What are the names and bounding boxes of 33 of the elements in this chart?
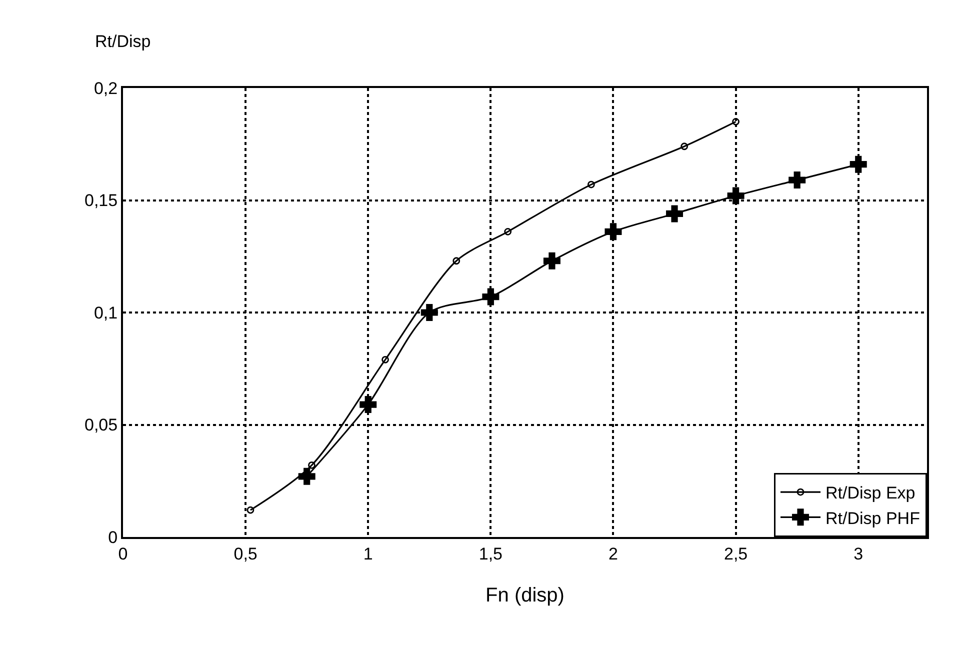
point [246, 506, 254, 514]
x-tick-label: 1 [363, 544, 373, 564]
point [298, 468, 316, 485]
point [360, 396, 377, 414]
point [850, 156, 867, 173]
point [732, 118, 740, 126]
x-tick-label: 2,5 [724, 544, 748, 564]
y-tick-label: 0,15 [84, 191, 118, 210]
y-tick-label: 0,1 [94, 303, 118, 322]
point [308, 461, 316, 469]
y-tick-label: 0,05 [84, 416, 118, 435]
legend-label: Rt/Disp Exp [826, 484, 916, 503]
point [788, 172, 806, 189]
x-tick-label: 2 [608, 544, 618, 564]
x-tick-label: 0,5 [234, 544, 258, 564]
y-tick-label: 0 [108, 528, 118, 547]
x-tick-label: 1,5 [478, 544, 502, 564]
point [587, 180, 595, 188]
point [504, 228, 512, 236]
point [666, 205, 684, 222]
point [382, 356, 389, 364]
point [420, 304, 438, 321]
point [680, 142, 688, 150]
point [543, 252, 560, 270]
point [727, 187, 744, 204]
x-tick-label: 3 [854, 544, 864, 564]
y-tick-label: 0,2 [94, 78, 118, 98]
point [604, 223, 622, 240]
y-axis-title: Rt/Disp [95, 32, 151, 51]
point [482, 288, 500, 306]
point [452, 257, 460, 265]
legend-label: Rt/Disp PHF [826, 508, 920, 528]
x-axis-title: Fn (disp) [486, 584, 564, 606]
